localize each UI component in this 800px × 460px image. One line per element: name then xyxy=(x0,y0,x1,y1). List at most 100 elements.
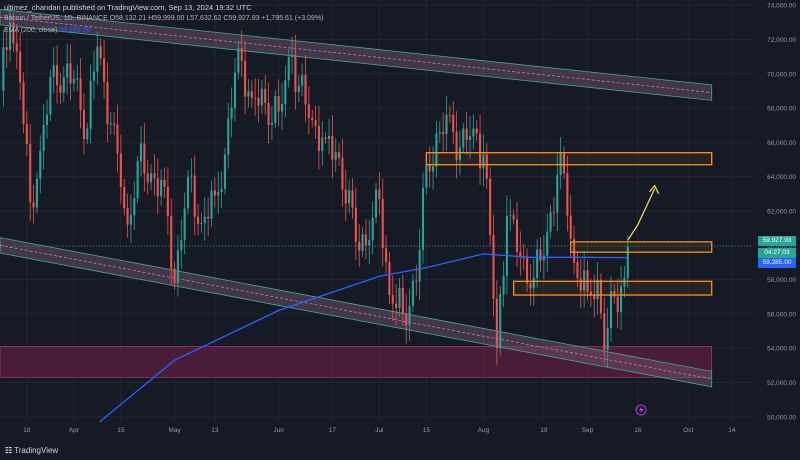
candle-body xyxy=(240,48,243,61)
candle-body xyxy=(109,123,112,125)
candle-body xyxy=(153,173,156,179)
candle-body xyxy=(203,216,206,224)
candle-body xyxy=(361,234,364,251)
candle-body xyxy=(280,104,284,112)
candle-body xyxy=(15,43,18,52)
candle-body xyxy=(411,280,414,307)
candle-body xyxy=(133,197,136,216)
price-tick-label: 64,000.00 xyxy=(767,174,796,181)
time-tick-label: 15 xyxy=(117,427,125,434)
candle-body xyxy=(415,280,418,282)
candle-body xyxy=(247,91,250,97)
candle-body xyxy=(465,128,468,140)
candle-body xyxy=(45,114,49,125)
candle-body xyxy=(492,235,495,299)
ema-200-line xyxy=(96,253,628,425)
candle-body xyxy=(136,161,139,198)
ema-label[interactable]: EMA (200, close) xyxy=(4,27,58,34)
time-tick-label: 13 xyxy=(211,427,219,434)
candle-body xyxy=(432,166,435,172)
candle-body xyxy=(391,295,394,304)
candle-body xyxy=(317,125,320,151)
candle-body xyxy=(515,219,519,252)
candle-body xyxy=(89,80,92,129)
candle-body xyxy=(509,215,512,217)
tradingview-logo[interactable]: ☷ TradingView xyxy=(5,446,58,455)
candle-body xyxy=(408,306,411,326)
candle-body xyxy=(479,133,482,169)
candle-body xyxy=(176,250,179,284)
logo-text: TradingView xyxy=(14,446,59,455)
candle-body xyxy=(197,216,200,224)
lightning-icon-bolt xyxy=(639,406,644,414)
symbol-label[interactable]: Bitcoin / TetherUS, 1D, BINANCE xyxy=(4,15,108,22)
candle-body xyxy=(123,186,126,209)
resistance-zone-box xyxy=(425,152,713,166)
candle-body xyxy=(49,76,52,115)
candle-body xyxy=(301,74,304,86)
candle-body xyxy=(250,91,253,98)
candle-body xyxy=(495,298,498,349)
candle-body xyxy=(475,128,478,134)
candle-body xyxy=(552,212,555,214)
zone-boxes xyxy=(0,152,752,296)
candle-body xyxy=(244,60,247,97)
time-tick-label: 15 xyxy=(423,427,431,434)
candle-body xyxy=(489,178,492,236)
candle-body xyxy=(348,190,351,204)
candle-body xyxy=(183,208,186,241)
time-tick-label: 17 xyxy=(329,427,337,434)
candle-body xyxy=(576,262,579,279)
candle-body xyxy=(626,246,629,278)
candle-body xyxy=(388,261,391,296)
candle-body xyxy=(264,88,267,103)
candle-body xyxy=(113,123,116,125)
candle-body xyxy=(452,114,455,132)
candle-body xyxy=(119,153,122,187)
candle-body xyxy=(378,189,381,199)
candle-body xyxy=(186,176,190,209)
candle-body xyxy=(277,96,280,112)
candle-body xyxy=(106,82,109,125)
candle-body xyxy=(294,54,297,92)
candle-body xyxy=(260,88,263,106)
time-tick-label: Sep xyxy=(582,427,594,434)
price-tick-label: 62,000.00 xyxy=(767,209,796,216)
candle-body xyxy=(341,157,344,190)
candle-body xyxy=(472,128,475,137)
time-tick-label: Jul xyxy=(375,427,384,434)
candle-body xyxy=(76,78,79,80)
candle-body xyxy=(9,22,12,50)
candle-body xyxy=(213,190,216,196)
candle-body xyxy=(532,277,535,289)
time-tick-label: Jun xyxy=(273,427,284,434)
candle-body xyxy=(66,63,69,78)
candle-body xyxy=(96,46,99,72)
candle-body xyxy=(22,82,25,125)
candle-body xyxy=(542,255,545,261)
candle-body xyxy=(180,240,183,251)
time-tick-label: 19 xyxy=(540,427,548,434)
candle-body xyxy=(143,143,146,174)
candle-body xyxy=(12,22,15,44)
candle-body xyxy=(257,97,260,106)
candle-body xyxy=(556,174,559,213)
price-tick-label: 58,000.00 xyxy=(767,277,796,284)
candle-body xyxy=(69,63,72,84)
candle-body xyxy=(103,58,106,83)
time-axis[interactable]: 18 Apr 15 May 13 Jun 17 Jul 15 Aug 19 Sep 16 Oct 14 xyxy=(0,422,800,460)
candle-body xyxy=(42,124,45,151)
ema-value: 59,285.00 xyxy=(59,27,91,34)
candle-body xyxy=(485,154,488,179)
candle-body xyxy=(227,118,230,155)
candle-body xyxy=(62,77,65,93)
candlesticks xyxy=(2,9,629,369)
candle-body xyxy=(39,150,42,180)
candle-body xyxy=(160,179,163,197)
candle-body xyxy=(364,234,367,246)
price-axis[interactable]: 74,000.00 72,000.00 70,000.00 68,000.00 66,0… xyxy=(752,0,800,460)
time-tick-label: May xyxy=(168,427,181,434)
candle-body xyxy=(566,173,569,216)
candle-body xyxy=(170,216,173,269)
